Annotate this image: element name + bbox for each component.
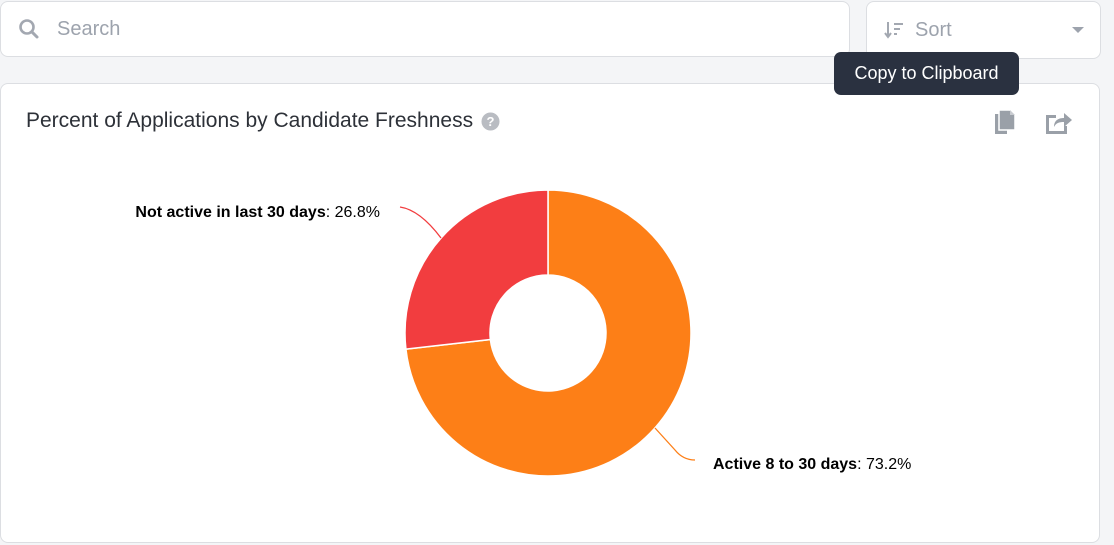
slice-label-name: Active 8 to 30 days <box>713 456 857 473</box>
slice-label-value: : 73.2% <box>857 456 911 473</box>
search-icon <box>1 18 57 40</box>
slice-label: Not active in last 30 days: 26.8% <box>135 204 380 221</box>
copy-tooltip: Copy to Clipboard <box>834 52 1019 95</box>
slice-label: Active 8 to 30 days: 73.2% <box>713 456 911 473</box>
slice-label-name: Not active in last 30 days <box>135 204 325 221</box>
share-icon[interactable] <box>1043 108 1073 136</box>
leader-line <box>399 206 442 239</box>
svg-text:?: ? <box>487 114 495 129</box>
chart-card: Percent of Applications by Candidate Fre… <box>0 83 1100 543</box>
pie-slice[interactable] <box>405 189 692 477</box>
leader-line <box>654 427 696 461</box>
pie-slice[interactable] <box>404 189 549 350</box>
copy-icon[interactable] <box>993 108 1017 136</box>
chart-title-row: Percent of Applications by Candidate Fre… <box>26 109 500 133</box>
search-input[interactable] <box>57 17 849 41</box>
card-actions <box>993 108 1073 136</box>
chevron-down-icon <box>1056 26 1100 34</box>
sort-dropdown[interactable]: Sort <box>866 1 1101 59</box>
question-circle-icon[interactable]: ? <box>481 112 500 131</box>
search-bar <box>0 1 850 57</box>
sort-icon <box>883 19 905 41</box>
slice-label-value: : 26.8% <box>326 204 380 221</box>
chart-title: Percent of Applications by Candidate Fre… <box>26 109 474 132</box>
sort-label: Sort <box>915 18 952 41</box>
